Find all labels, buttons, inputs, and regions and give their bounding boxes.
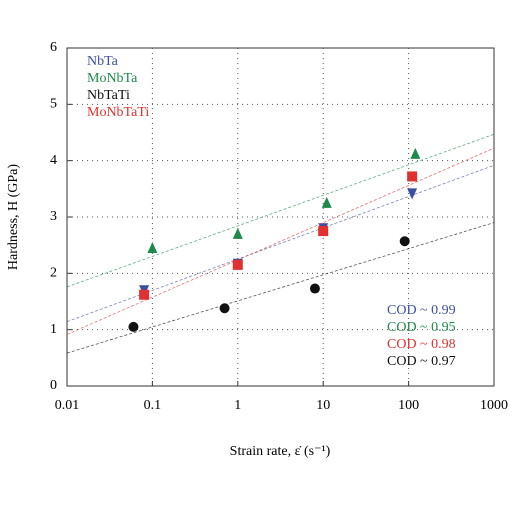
legend-entry: NbTa [87,54,119,69]
point [128,321,139,332]
fit-line [66,133,495,288]
x-tick-label: 1 [234,398,241,413]
annotation: COD ~ 0.99 [387,303,456,318]
plot-frame [66,47,495,387]
point [399,236,410,247]
x-axis-label: Strain rate, ε̇ (s⁻¹) [230,444,331,459]
y-tick-label: 6 [50,40,57,55]
y-tick-label: 3 [50,209,57,224]
annotation: COD ~ 0.98 [387,337,456,352]
point [232,259,243,270]
legend-entry: NbTaTi [87,88,130,103]
fit-line [66,164,495,323]
point [219,303,230,314]
y-tick-label: 1 [50,322,57,337]
x-tick-label: 0.1 [144,398,162,413]
x-tick-label: 1000 [480,398,508,413]
y-tick-label: 2 [50,266,57,281]
point [407,188,418,200]
y-tick-label: 4 [50,153,57,168]
y-tick-label: 5 [50,97,57,112]
point [410,147,421,159]
point [139,289,150,300]
point [407,171,418,182]
annotation: COD ~ 0.97 [387,354,456,369]
y-tick-label: 0 [50,378,57,393]
point [309,283,320,294]
point [147,241,158,253]
legend-entry: MoNbTaTi [87,105,149,120]
annotation: COD ~ 0.95 [387,320,456,335]
point [318,226,329,237]
point [232,227,243,239]
y-axis-label: Hardness, H (GPa) [6,164,21,270]
legend-entry: MoNbTa [87,71,138,86]
point [321,196,332,208]
x-tick-label: 10 [316,398,330,413]
x-tick-label: 0.01 [55,398,80,413]
fit-line [66,147,495,335]
x-tick-label: 100 [398,398,419,413]
fit-line [66,222,495,354]
